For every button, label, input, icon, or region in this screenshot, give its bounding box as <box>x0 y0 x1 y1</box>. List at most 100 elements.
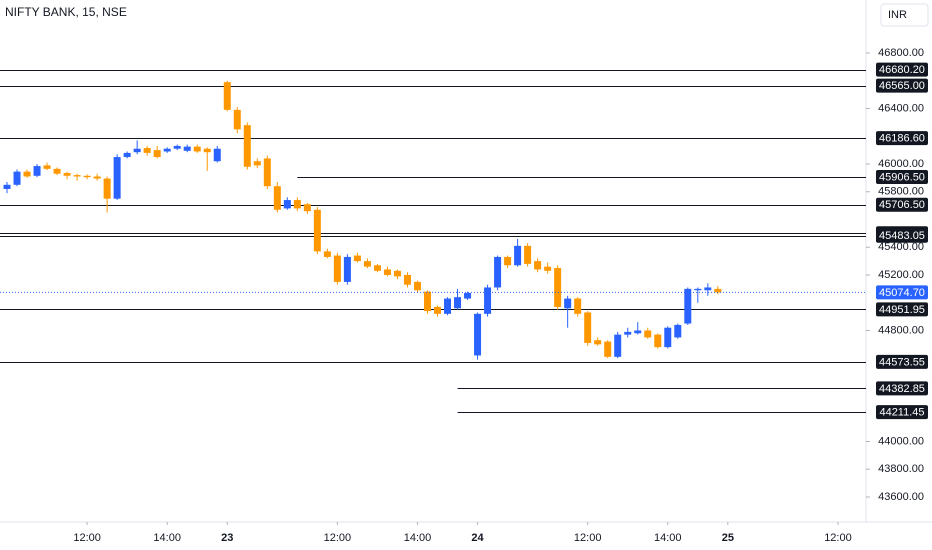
candle-body <box>664 327 672 348</box>
level-label-box <box>876 197 928 212</box>
candle-body <box>33 166 41 176</box>
candle-body <box>43 165 51 169</box>
candle-body <box>83 175 91 178</box>
candle-body <box>504 256 512 266</box>
y-tick-label: 43600.00 <box>878 491 924 503</box>
level-label: 46680.20 <box>879 64 925 76</box>
candle-body <box>3 184 11 189</box>
candle-body <box>173 145 181 149</box>
candle-body <box>634 330 642 334</box>
level-label: 45706.50 <box>879 199 925 211</box>
candle-body <box>403 274 411 285</box>
candle-body <box>474 313 482 356</box>
candle-body <box>584 312 592 343</box>
level-label-box <box>876 381 928 396</box>
y-tick-label: 43800.00 <box>878 463 924 475</box>
level-label: 46186.60 <box>879 133 925 145</box>
candle-body <box>604 341 612 357</box>
candle-body <box>624 331 632 335</box>
candle-body <box>153 150 161 158</box>
x-tick-label: 25 <box>722 532 734 544</box>
x-tick-label: 12:00 <box>574 532 602 544</box>
candle-body <box>353 255 361 262</box>
candle-body <box>594 340 602 345</box>
x-tick-label: 12:00 <box>824 532 852 544</box>
candle-body <box>13 171 21 185</box>
candle-body <box>574 298 582 314</box>
candle-body <box>143 148 151 153</box>
y-tick-label: 45800.00 <box>878 186 924 198</box>
candle-body <box>313 209 321 252</box>
candle-body <box>644 330 652 338</box>
candle-body <box>333 255 341 282</box>
candle-body <box>253 161 261 166</box>
candle-body <box>263 158 271 187</box>
candle-body <box>373 265 381 271</box>
x-tick-label: 12:00 <box>73 532 101 544</box>
candle-body <box>554 268 562 307</box>
last-price-label: 45074.70 <box>879 287 925 299</box>
candle-body <box>614 334 622 357</box>
x-tick-label: 14:00 <box>654 532 682 544</box>
candle-body <box>444 298 452 314</box>
candle-body <box>564 298 572 309</box>
candle-body <box>423 291 431 312</box>
candle-body <box>213 148 221 162</box>
level-label-box <box>876 302 928 317</box>
candle-body <box>524 245 532 264</box>
level-label-box <box>876 131 928 146</box>
candle-body <box>203 148 211 153</box>
y-tick-label: 44000.00 <box>878 435 924 447</box>
candle-body <box>223 82 231 110</box>
level-label: 44211.45 <box>879 407 924 419</box>
candle-body <box>684 288 692 324</box>
candle-body <box>544 266 552 271</box>
candle-body <box>243 125 251 167</box>
x-tick-label: 24 <box>471 532 484 544</box>
level-label: 45483.05 <box>879 230 925 242</box>
candle-body <box>464 293 472 299</box>
level-label-box <box>876 78 928 93</box>
candle-body <box>233 109 241 130</box>
candle-body <box>193 146 201 152</box>
x-tick-label: 23 <box>221 532 233 544</box>
candle-body <box>363 261 371 267</box>
y-tick-label: 45200.00 <box>878 269 924 281</box>
level-label: 45906.50 <box>879 171 925 183</box>
candle-body <box>183 146 191 151</box>
x-tick-label: 14:00 <box>153 532 181 544</box>
level-label: 44573.55 <box>879 356 925 368</box>
level-label: 44951.95 <box>879 304 925 316</box>
candle-body <box>714 288 722 293</box>
candle-body <box>73 175 81 177</box>
candle-body <box>413 281 421 291</box>
candle-body <box>393 270 401 277</box>
candle-body <box>654 334 662 348</box>
x-tick-label: 12:00 <box>324 532 352 544</box>
level-label-box <box>876 62 928 77</box>
candle-body <box>273 186 281 210</box>
candle-body <box>454 297 462 309</box>
level-label-box <box>876 354 928 369</box>
level-label-box <box>876 228 928 243</box>
currency-box[interactable] <box>880 3 929 27</box>
candle-body <box>293 200 301 209</box>
x-tick-label: 14:00 <box>404 532 432 544</box>
candle-body <box>343 256 351 282</box>
candle-body <box>103 178 111 199</box>
y-tick-label: 44800.00 <box>878 324 924 336</box>
y-tick-label: 46000.00 <box>878 158 924 170</box>
candle-body <box>303 204 311 212</box>
candle-body <box>494 256 502 288</box>
candle-body <box>113 157 121 199</box>
candle-body <box>93 176 101 179</box>
candle-body <box>63 173 71 176</box>
candle-body <box>383 269 391 275</box>
candle-body <box>53 168 61 174</box>
y-tick-label: 45400.00 <box>878 241 924 253</box>
currency[interactable]: INR <box>888 9 907 21</box>
chart-title: NIFTY BANK, 15, NSE <box>5 5 127 19</box>
candle-body <box>514 245 522 266</box>
